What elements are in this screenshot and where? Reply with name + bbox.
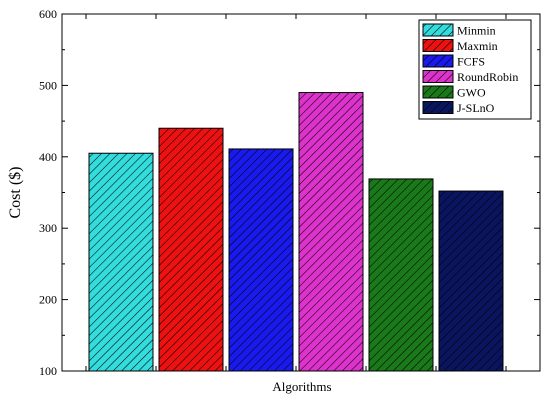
legend-swatch: [422, 23, 454, 37]
y-axis: 100 200 300 400 500 600: [39, 7, 540, 378]
legend-label: RoundRobin: [457, 70, 518, 84]
legend-swatch: [422, 70, 454, 83]
legend-swatch: [422, 101, 454, 114]
bar-maxmin: [158, 127, 224, 372]
legend-swatch: [422, 54, 454, 68]
legend-label: FCFS: [457, 55, 485, 69]
y-tick-label: 400: [39, 150, 57, 164]
y-tick-label: 100: [39, 364, 57, 378]
x-axis: [85, 14, 507, 371]
legend-label: Maxmin: [457, 39, 498, 53]
bar-j-slno: [438, 190, 504, 372]
legend-label: J-SLnO: [457, 101, 495, 115]
y-tick-label: 300: [39, 221, 57, 235]
legend-label: GWO: [457, 86, 486, 100]
bar-gwo: [368, 178, 434, 372]
legend-swatch: [422, 39, 454, 52]
bar-roundrobin: [298, 92, 364, 372]
y-tick-label: 500: [39, 78, 57, 92]
y-axis-label: Cost ($): [7, 167, 24, 219]
bar-minmin: [88, 152, 154, 372]
legend-label: Minmin: [457, 24, 496, 38]
y-tick-label: 600: [39, 7, 57, 21]
x-axis-label: Algorithms: [272, 379, 331, 394]
bar-fcfs: [228, 148, 294, 372]
bars-group: [88, 92, 504, 372]
legend-swatch: [422, 85, 454, 99]
y-tick-label: 200: [39, 293, 57, 307]
